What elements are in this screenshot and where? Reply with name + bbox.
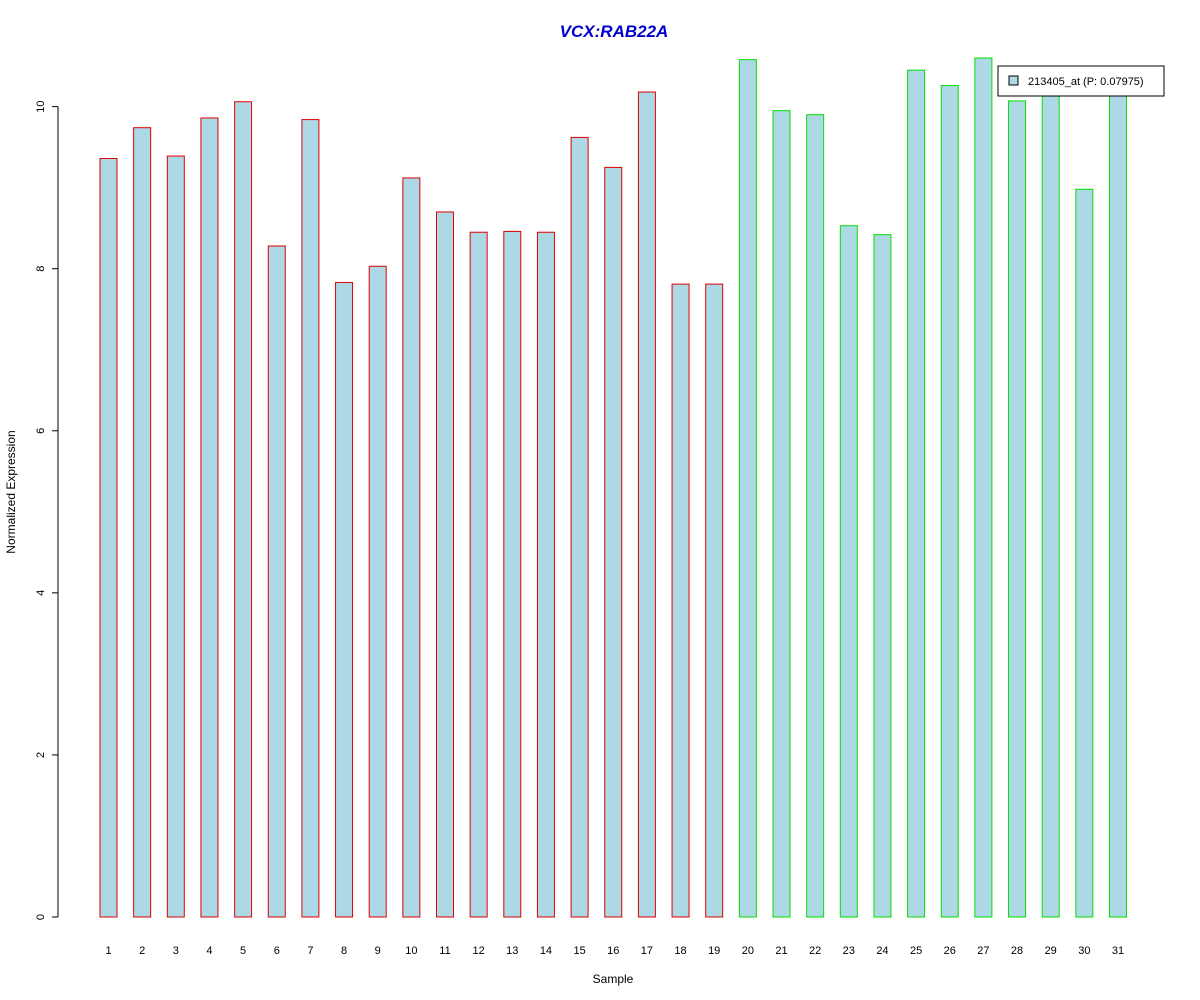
bar-sample-14 — [536, 231, 555, 918]
chart-title: VCX:RAB22A — [560, 22, 669, 41]
x-tick-label: 22 — [809, 945, 821, 957]
bar-sample-6 — [267, 245, 286, 918]
bar-sample-1 — [99, 157, 118, 918]
bar-sample-9 — [368, 265, 387, 918]
x-tick-label: 27 — [977, 945, 989, 957]
x-tick-label: 31 — [1112, 945, 1124, 957]
bar-sample-31 — [1109, 93, 1127, 918]
y-axis: 0 2 4 6 8 10 — [35, 100, 59, 920]
y-tick-label: 10 — [35, 100, 47, 112]
bar-sample-4 — [200, 117, 219, 918]
legend-label: 213405_at (P: 0.07975) — [1028, 76, 1144, 88]
x-tick-label: 2 — [139, 945, 145, 957]
bar-sample-19 — [705, 283, 724, 918]
y-axis-label: Normalized Expression — [4, 430, 18, 553]
x-tick-label: 26 — [944, 945, 956, 957]
y-tick-label: 0 — [35, 914, 47, 920]
x-tick-label: 11 — [439, 945, 450, 957]
x-tick-label: 4 — [206, 945, 212, 957]
bar-sample-7 — [301, 119, 320, 918]
y-tick-label: 2 — [35, 752, 47, 758]
bar-sample-28 — [1008, 100, 1027, 918]
x-tick-label: 25 — [910, 945, 922, 957]
bar-sample-16 — [604, 166, 623, 918]
bar-sample-5 — [234, 101, 253, 918]
x-tick-labels: 1 2 3 4 5 6 7 8 9 10 11 12 13 14 15 16 17 18 19 20 21 22 23 24 2… — [105, 945, 1124, 957]
legend-box — [997, 65, 1165, 97]
x-tick-label: 20 — [742, 945, 754, 957]
bar-sample-20 — [738, 59, 757, 918]
x-tick-label: 16 — [607, 945, 619, 957]
x-tick-label: 10 — [405, 945, 417, 957]
x-tick-label: 7 — [307, 945, 313, 957]
x-tick-label: 30 — [1078, 945, 1090, 957]
x-tick-label: 5 — [240, 945, 246, 957]
x-tick-label: 12 — [473, 945, 485, 957]
y-tick-label: 6 — [35, 428, 47, 434]
y-tick-label: 4 — [35, 590, 47, 596]
bar-sample-24 — [873, 234, 892, 918]
x-tick-label: 6 — [274, 945, 280, 957]
bar-sample-30 — [1075, 188, 1094, 918]
x-tick-label: 8 — [341, 945, 347, 957]
bar-sample-25 — [907, 69, 926, 918]
x-tick-label: 21 — [775, 945, 787, 957]
bar-sample-2 — [133, 127, 152, 918]
x-axis-label: Sample — [593, 972, 634, 986]
x-tick-label: 18 — [674, 945, 686, 957]
x-tick-label: 28 — [1011, 945, 1023, 957]
bar-sample-12 — [469, 231, 488, 918]
bar-sample-3 — [166, 155, 185, 918]
bar-sample-11 — [436, 211, 454, 918]
x-tick-label: 29 — [1045, 945, 1057, 957]
x-tick-label: 23 — [843, 945, 855, 957]
bar-sample-27 — [974, 57, 993, 918]
bar-sample-13 — [503, 230, 522, 918]
bar-sample-23 — [839, 225, 858, 918]
bar-sample-17 — [637, 91, 656, 918]
bar-sample-8 — [335, 281, 354, 918]
bar-sample-15 — [570, 136, 589, 918]
x-tick-label: 13 — [506, 945, 518, 957]
bar-sample-21 — [772, 110, 791, 918]
legend-swatch — [1008, 75, 1019, 86]
bar-sample-18 — [671, 283, 690, 918]
legend: 213405_at (P: 0.07975) — [997, 65, 1165, 97]
bar-sample-22 — [806, 114, 825, 918]
x-tick-label: 9 — [375, 945, 381, 957]
x-tick-label: 14 — [540, 945, 552, 957]
x-tick-label: 1 — [105, 945, 111, 957]
bar-sample-10 — [402, 177, 421, 918]
x-tick-label: 3 — [173, 945, 179, 957]
x-tick-label: 17 — [641, 945, 653, 957]
bar-sample-26 — [940, 85, 959, 918]
bar-sample-29 — [1041, 95, 1060, 918]
bars-group — [99, 57, 1127, 918]
y-tick-label: 8 — [35, 266, 47, 272]
x-tick-label: 15 — [573, 945, 585, 957]
x-tick-label: 19 — [708, 945, 720, 957]
x-tick-label: 24 — [876, 945, 888, 957]
